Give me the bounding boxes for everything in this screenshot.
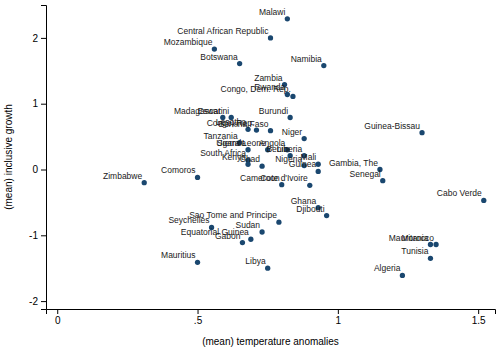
- point: [142, 180, 147, 185]
- point-label: Guinea: [289, 159, 317, 169]
- point: [321, 63, 326, 68]
- point-label: Niger: [282, 127, 302, 137]
- point: [245, 147, 250, 152]
- point-label: Senegal: [350, 169, 381, 179]
- point: [195, 260, 200, 265]
- point-label: Chad: [240, 154, 261, 164]
- point: [237, 61, 242, 66]
- y-tick-mark: [41, 235, 46, 236]
- point-label: Tunisia: [401, 246, 428, 256]
- x-tick-label: 1: [336, 315, 342, 326]
- point-label: Congo, Dem. Rep.: [221, 84, 291, 94]
- y-tick: -1: [29, 230, 46, 241]
- y-tick: 0: [32, 164, 46, 175]
- point-label: Malawi: [259, 7, 286, 17]
- point-label: Zambia: [254, 73, 283, 83]
- point: [302, 136, 307, 141]
- x-tick-label: 1.5: [472, 315, 486, 326]
- point: [290, 94, 295, 99]
- y-tick-label: 0: [32, 164, 38, 175]
- point-label: Gambia, The: [329, 158, 378, 168]
- point: [316, 162, 321, 167]
- point: [307, 183, 312, 188]
- point-label: Cote d'Ivoire: [260, 173, 308, 183]
- x-tick-mark: [338, 309, 339, 314]
- x-tick-label: .5: [194, 315, 203, 326]
- point-label: Libya: [245, 256, 266, 266]
- point: [276, 219, 281, 224]
- y-axis-title: (mean) inclusive growth: [3, 104, 14, 210]
- y-tick-label: 2: [32, 33, 38, 44]
- point: [195, 175, 200, 180]
- x-tick-mark: [198, 309, 199, 314]
- x-tick: 1.5: [472, 309, 486, 326]
- point-label: Mauritius: [161, 250, 195, 260]
- y-axis-line: [41, 6, 47, 310]
- point: [240, 240, 245, 245]
- y-tick-mark: [41, 104, 46, 105]
- point-label: Gabon: [215, 231, 241, 241]
- point: [265, 266, 270, 271]
- x-axis-title: (mean) temperature anomalies: [202, 336, 339, 347]
- point-label: Comoros: [161, 165, 195, 175]
- point: [428, 256, 433, 261]
- point: [400, 273, 405, 278]
- point-label: Morocco: [401, 233, 434, 243]
- y-tick: -2: [29, 296, 46, 307]
- point-label: Mozambique: [164, 37, 213, 47]
- x-tick: 1: [336, 309, 342, 326]
- point-label: Botswana: [200, 52, 238, 62]
- y-tick: 1: [32, 98, 46, 109]
- point-label: Djibouti: [296, 204, 324, 214]
- y-tick-mark: [41, 301, 46, 302]
- point-labels: Malawi Central African RepublicMozambique…: [103, 7, 482, 274]
- y-tick-mark: [41, 38, 46, 39]
- point-label: Algeria: [374, 263, 401, 273]
- y-tick-mark: [41, 170, 46, 171]
- point-label: Cabo Verde: [437, 188, 482, 198]
- point: [481, 198, 486, 203]
- point: [433, 242, 438, 247]
- x-tick-mark: [478, 309, 479, 314]
- point: [324, 213, 329, 218]
- point: [285, 16, 290, 21]
- points: [142, 16, 487, 278]
- point-label: Burundi: [259, 106, 288, 116]
- y-axis: -2 -1 0 1 2: [29, 6, 46, 310]
- x-tick-mark: [57, 309, 58, 314]
- point: [259, 229, 264, 234]
- y-tick: 2: [32, 33, 46, 44]
- point: [316, 169, 321, 174]
- point-label: Liberia: [277, 144, 303, 154]
- point: [428, 242, 433, 247]
- point-label: Zimbabwe: [103, 171, 142, 181]
- y-tick-label: 1: [32, 98, 38, 109]
- point: [248, 237, 253, 242]
- chart: 0 .5 1 1.5 -2 -1 0 1 2 (mean) temperature anomali…: [0, 0, 500, 353]
- x-tick-label: 0: [55, 315, 61, 326]
- x-axis: 0 .5 1 1.5: [47, 309, 496, 326]
- point-label: Namibia: [291, 54, 322, 64]
- x-tick: 0: [55, 309, 61, 326]
- point: [419, 130, 424, 135]
- point-label: Eswatini: [198, 106, 230, 116]
- y-tick-label: -1: [29, 230, 38, 241]
- y-tick-label: -2: [29, 296, 38, 307]
- x-axis-line: [47, 310, 496, 315]
- point: [268, 35, 273, 40]
- point: [268, 128, 273, 133]
- point-label: Seychelles: [168, 215, 209, 225]
- point-label: Central African Republic: [177, 26, 269, 36]
- x-tick: .5: [194, 309, 203, 326]
- point-label: Burkina Faso: [218, 119, 268, 129]
- point: [287, 115, 292, 120]
- point-label: Guinea-Bissau: [364, 121, 420, 131]
- point: [259, 164, 264, 169]
- point: [380, 178, 385, 183]
